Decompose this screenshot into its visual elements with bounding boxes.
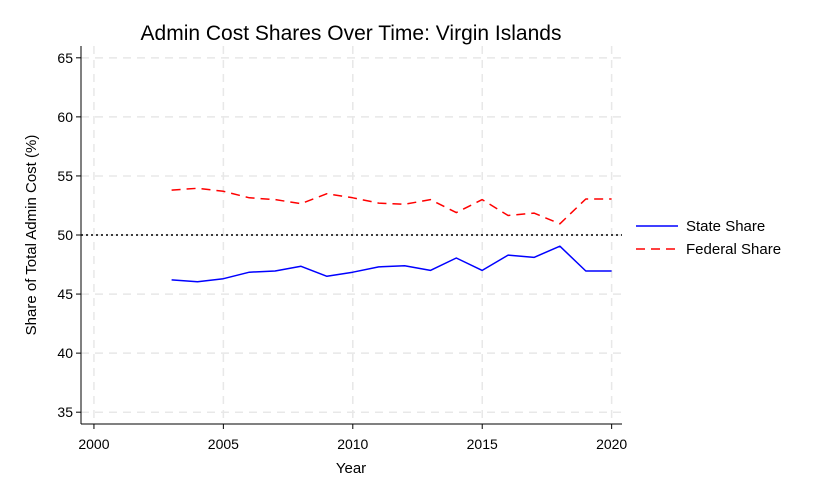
series-line-federal-share <box>171 187 612 225</box>
series-group <box>171 187 612 283</box>
x-tick-label: 2000 <box>78 436 109 452</box>
legend-label: State Share <box>686 218 765 235</box>
y-axis-label: Share of Total Admin Cost (%) <box>23 135 40 336</box>
x-tick-label: 2010 <box>337 436 368 452</box>
x-axis-label: Year <box>336 460 366 477</box>
legend: State Share Federal Share <box>636 218 781 258</box>
legend-label: Federal Share <box>686 241 781 258</box>
ticks: 35 40 45 50 55 60 65 2000 2005 2010 2015 2020 <box>57 50 627 452</box>
x-tick-label: 2005 <box>208 436 239 452</box>
x-tick-label: 2020 <box>596 436 627 452</box>
y-tick-label: 40 <box>57 345 73 361</box>
series-line-state-share <box>171 245 612 283</box>
chart-title: Admin Cost Shares Over Time: Virgin Isla… <box>141 22 562 45</box>
x-tick-label: 2015 <box>467 436 498 452</box>
y-tick-label: 35 <box>57 404 73 420</box>
y-tick-label: 45 <box>57 286 73 302</box>
y-tick-label: 55 <box>57 168 73 184</box>
y-tick-label: 50 <box>57 227 73 243</box>
y-tick-label: 60 <box>57 109 73 125</box>
y-tick-label: 65 <box>57 50 73 66</box>
